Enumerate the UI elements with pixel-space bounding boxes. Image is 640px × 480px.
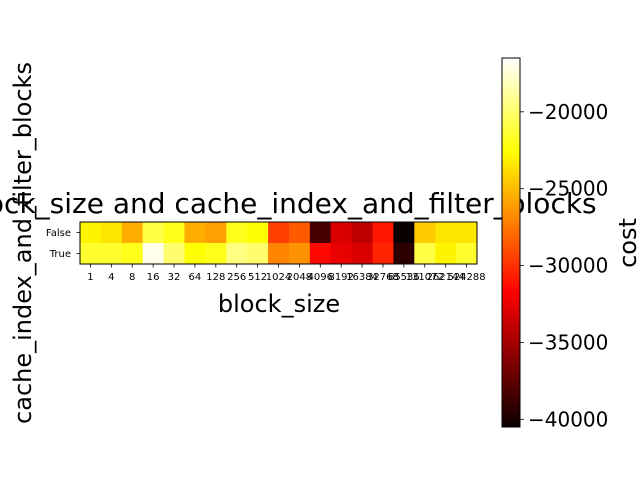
- heatmap-cell: [184, 243, 206, 265]
- colorbar-label: cost: [614, 218, 640, 268]
- heatmap-cell: [80, 243, 102, 265]
- heatmap-cell: [226, 222, 248, 244]
- heatmap-cell: [142, 243, 164, 265]
- x-tick-label: 131072: [406, 272, 444, 283]
- colorbar-tick-label: −35000: [528, 330, 608, 354]
- colorbar-ticks: −20000 −25000 −30000 −35000 −40000: [520, 100, 608, 431]
- x-tick-label: 16: [147, 272, 160, 283]
- y-axis-ticks: False True: [46, 228, 80, 260]
- heatmap-cell: [247, 243, 269, 265]
- x-tick-label: 8: [129, 272, 135, 283]
- heatmap-cell: [288, 243, 311, 265]
- heatmap-cell: [184, 222, 206, 244]
- heatmap-cell: [268, 222, 290, 244]
- heatmap-cell: [372, 243, 394, 265]
- colorbar-tick-label: −40000: [528, 407, 608, 431]
- x-tick-label: 524288: [447, 272, 485, 283]
- heatmap-cell: [330, 243, 353, 265]
- x-tick-label: 32: [168, 272, 181, 283]
- heatmap-cell: [435, 222, 457, 244]
- heatmap-cell: [456, 222, 478, 244]
- x-tick-label: 512: [248, 272, 267, 283]
- heatmap-cell: [393, 243, 415, 265]
- x-tick-label: 65536: [388, 272, 420, 283]
- heatmap-cell: [351, 243, 373, 265]
- heatmap-cell: [80, 222, 102, 244]
- heatmap-cell: [100, 243, 123, 265]
- x-axis-label: block_size: [218, 290, 340, 318]
- heatmap-cell: [372, 222, 394, 244]
- x-tick-label: 16384: [346, 272, 378, 283]
- x-tick-label: 256: [227, 272, 246, 283]
- y-tick-label: True: [49, 249, 71, 260]
- heatmap-cell: [435, 243, 457, 265]
- heatmap-cell: [121, 222, 144, 244]
- x-axis-ticks: 1 4 8 16 32 64 128 256 5121024204840968192163843…: [87, 264, 486, 283]
- x-tick-label: 32768: [367, 272, 399, 283]
- heatmap-cell: [247, 222, 269, 244]
- heatmap-cell: [121, 243, 144, 265]
- heatmap-cell: [330, 222, 353, 244]
- x-tick-label: 1: [87, 272, 93, 283]
- x-tick-label: 262144: [427, 272, 465, 283]
- x-tick-label: 8192: [328, 272, 353, 283]
- chart-title: block_size and cache_index_and_filter_bl…: [0, 187, 597, 220]
- y-axis-label: cache_index_and_filter_blocks: [9, 62, 37, 424]
- x-tick-label: 4096: [308, 272, 333, 283]
- colorbar-tick-label: −25000: [528, 177, 608, 201]
- x-tick-label: 64: [189, 272, 202, 283]
- heatmap-cells: [80, 222, 478, 265]
- y-tick-label: False: [46, 228, 71, 239]
- heatmap-cell: [205, 222, 227, 244]
- heatmap-cell: [414, 222, 436, 244]
- colorbar-tick-label: −30000: [528, 254, 608, 278]
- heatmap-cell: [393, 222, 415, 244]
- heatmap-cell: [100, 222, 123, 244]
- heatmap-cell: [226, 243, 248, 265]
- heatmap-cell: [414, 243, 436, 265]
- heatmap-cell: [205, 243, 227, 265]
- x-tick-label: 128: [206, 272, 225, 283]
- heatmap-cell: [163, 243, 185, 265]
- heatmap-cell: [288, 222, 311, 244]
- heatmap-cell: [268, 243, 290, 265]
- colorbar: [501, 57, 521, 428]
- x-tick-label: 4: [108, 272, 114, 283]
- heatmap-cell: [309, 243, 332, 265]
- x-tick-label: 2048: [287, 272, 312, 283]
- heatmap-cell: [142, 222, 164, 244]
- heatmap-cell: [309, 222, 332, 244]
- heatmap-cell: [456, 243, 478, 265]
- heatmap-cell: [351, 222, 373, 244]
- colorbar-tick-label: −20000: [528, 100, 608, 124]
- x-tick-label: 1024: [266, 272, 291, 283]
- heatmap-cell: [163, 222, 185, 244]
